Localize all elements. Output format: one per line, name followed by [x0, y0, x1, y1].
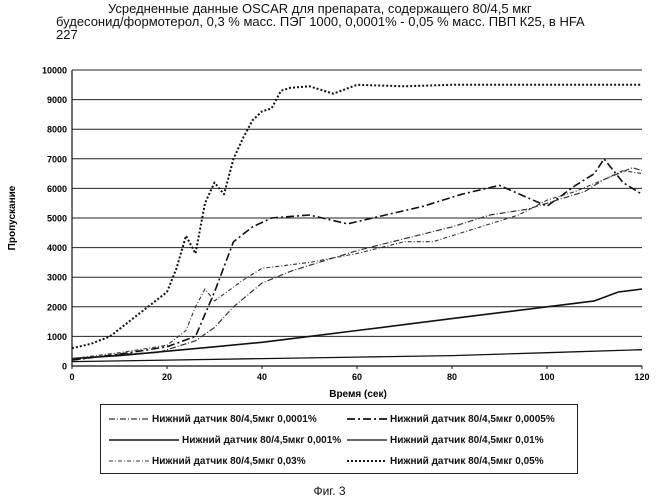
chart-legend: Нижний датчик 80/4,5мкг 0,0001% Нижний д… — [100, 404, 578, 474]
series-line-6 — [71, 83, 642, 350]
legend-entry-series-6: Нижний датчик 80/4,5мкг 0,05% — [347, 451, 544, 471]
series-line-2 — [71, 158, 643, 361]
chart-title: Усредненные данные OSCAR для препарата, … — [0, 0, 659, 48]
plot-series — [71, 83, 643, 363]
y-tick-label: 7000 — [47, 154, 67, 164]
y-tick-label: 6000 — [47, 184, 67, 194]
y-tick-label: 10000 — [42, 66, 67, 76]
y-tick-label: 0 — [62, 362, 67, 372]
title-line-2: будесонид/формотерол, 0,3 % масс. ПЭГ 10… — [56, 14, 585, 29]
series-line-3 — [71, 288, 643, 360]
y-tick-label: 1000 — [47, 332, 67, 342]
legend-label: Нижний датчик 80/4,5мкг 0,0001% — [152, 413, 317, 425]
series-line-5 — [71, 170, 643, 360]
x-tick-label: 100 — [539, 372, 554, 382]
y-tick-label: 3000 — [47, 273, 67, 283]
series-line-1 — [71, 167, 643, 361]
y-axis-label: Пропускание — [7, 185, 18, 250]
series-line-4 — [71, 349, 643, 363]
figure-caption: Фиг. 3 — [313, 484, 346, 498]
x-tick-label: 120 — [634, 372, 649, 382]
y-tick-label: 8000 — [47, 125, 67, 135]
legend-entry-series-1: Нижний датчик 80/4,5мкг 0,0001% — [109, 409, 317, 429]
title-line-3: 227 — [56, 27, 78, 42]
line-chart: 0100020003000400050006000700080009000100… — [7, 66, 650, 401]
legend-entry-series-4: Нижний датчик 80/4,5мкг 0,01% — [347, 430, 544, 450]
x-axis-label: Время (сек) — [329, 389, 387, 400]
legend-label: Нижний датчик 80/4,5мкг 0,05% — [390, 455, 544, 467]
legend-entry-series-2: Нижний датчик 80/4,5мкг 0,0005% — [347, 409, 555, 429]
axes: 0100020003000400050006000700080009000100… — [42, 66, 650, 383]
x-tick-label: 80 — [447, 372, 457, 382]
x-tick-label: 60 — [352, 372, 362, 382]
x-tick-label: 20 — [162, 372, 172, 382]
legend-label: Нижний датчик 80/4,5мкг 0,0005% — [390, 413, 555, 425]
title-line-1: Усредненные данные OSCAR для препарата, … — [108, 1, 532, 16]
legend-label: Нижний датчик 80/4,5мкг 0,01% — [390, 434, 544, 446]
legend-entry-series-3: Нижний датчик 80/4,5мкг 0,001% — [109, 430, 341, 450]
gridlines — [72, 69, 642, 337]
y-tick-label: 5000 — [47, 214, 67, 224]
y-tick-label: 9000 — [47, 95, 67, 105]
legend-entry-series-5: Нижний датчик 80/4,5мкг 0,03% — [109, 451, 306, 471]
legend-label: Нижний датчик 80/4,5мкг 0,001% — [182, 434, 342, 446]
x-tick-label: 40 — [257, 372, 267, 382]
legend-label: Нижний датчик 80/4,5мкг 0,03% — [152, 455, 306, 467]
y-tick-label: 4000 — [47, 243, 67, 253]
y-tick-label: 2000 — [47, 302, 67, 312]
x-tick-label: 0 — [69, 372, 74, 382]
